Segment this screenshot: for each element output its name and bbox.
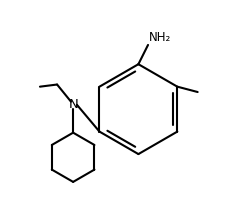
Text: N: N [68,98,78,111]
Text: NH₂: NH₂ [149,31,171,44]
